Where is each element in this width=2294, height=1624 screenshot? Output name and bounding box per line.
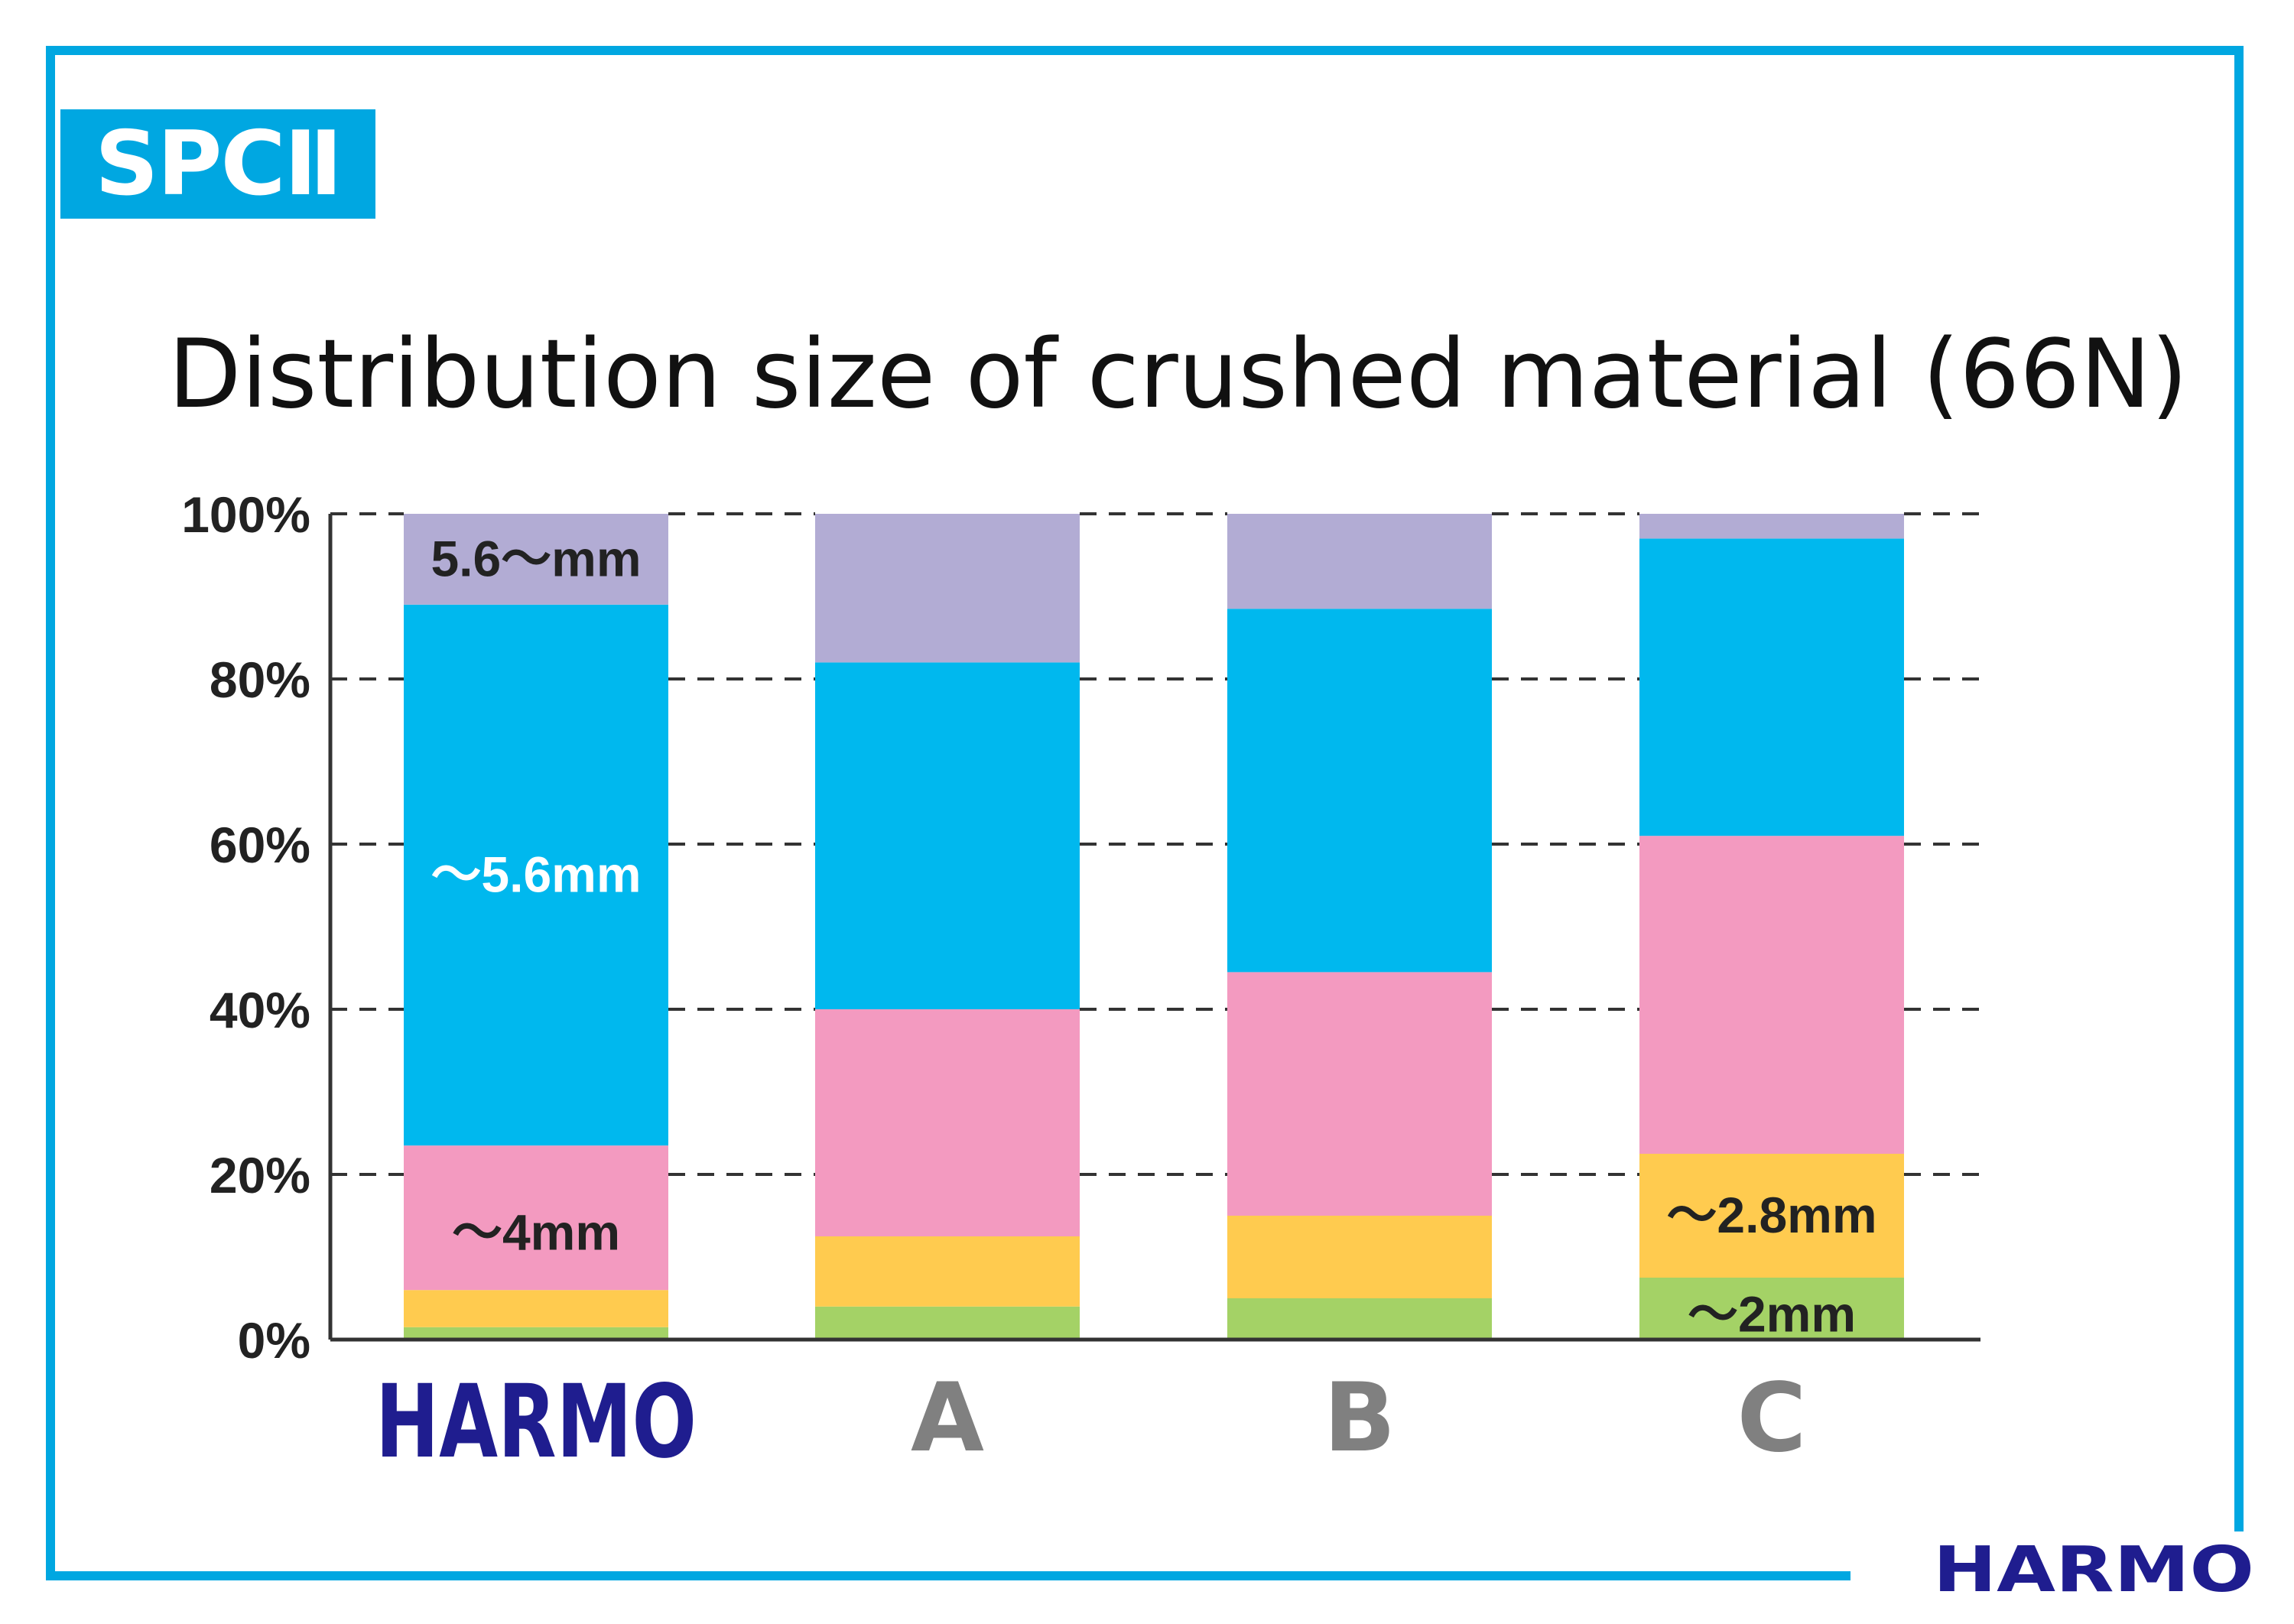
bar-segment — [815, 662, 1080, 1009]
page-title: Distribution size of crushed material (6… — [168, 320, 2188, 430]
bars — [404, 514, 1904, 1340]
bar-segment — [815, 1009, 1080, 1236]
category-label-harmo: HARMO — [375, 1363, 697, 1481]
bar-segment — [1227, 514, 1492, 609]
bar-segment — [404, 1327, 668, 1340]
y-tick-label: 40% — [210, 982, 310, 1038]
segment-label: ～2mm — [1688, 1286, 1856, 1343]
category-labels: HARMO A B C — [375, 1363, 1807, 1481]
bar-segment — [815, 514, 1080, 663]
category-label: B — [1324, 1363, 1396, 1473]
y-tick-label: 80% — [210, 651, 310, 708]
bar-segment — [815, 1306, 1080, 1340]
bar-segment — [815, 1236, 1080, 1307]
y-tick-label: 20% — [210, 1147, 310, 1203]
bar-segment — [1639, 538, 1904, 836]
bar-segment — [1639, 836, 1904, 1154]
y-tick-label: 100% — [181, 486, 310, 543]
bar-segment — [1227, 1216, 1492, 1298]
category-label: A — [911, 1363, 984, 1473]
segment-label: ～2.8mm — [1666, 1187, 1876, 1243]
harmo-footer-logo: HARMO — [1933, 1534, 2254, 1606]
grid-lines-gaps — [330, 512, 1980, 1176]
bar-segment — [404, 1145, 668, 1291]
segment-label: ～4mm — [452, 1204, 620, 1261]
y-tick-labels: 0% 20% 40% 60% 80% 100% — [181, 486, 310, 1369]
bar-segment — [1639, 514, 1904, 539]
bar-segment — [404, 1290, 668, 1327]
bar-segment — [1227, 972, 1492, 1216]
y-tick-label: 60% — [210, 817, 310, 873]
y-tick-label: 0% — [238, 1312, 310, 1369]
segment-label: ～5.6mm — [431, 846, 641, 903]
bar-segment — [1227, 609, 1492, 973]
spc2-badge: SPCⅡ — [60, 109, 375, 219]
category-label: C — [1737, 1363, 1806, 1473]
bar-segment — [1639, 1154, 1904, 1278]
bar-segment — [404, 604, 668, 1146]
bar-segment — [1227, 1298, 1492, 1340]
bar-segment — [1639, 1278, 1904, 1340]
segment-label: 5.6～mm — [431, 530, 641, 586]
footer-logo-text: HARMO — [1933, 1534, 2254, 1606]
axes — [328, 514, 1980, 1342]
bar-segment — [404, 514, 668, 605]
segment-labels: 5.6～mm ～5.6mm ～4mm ～2.8mm ～2mm — [431, 530, 1876, 1342]
